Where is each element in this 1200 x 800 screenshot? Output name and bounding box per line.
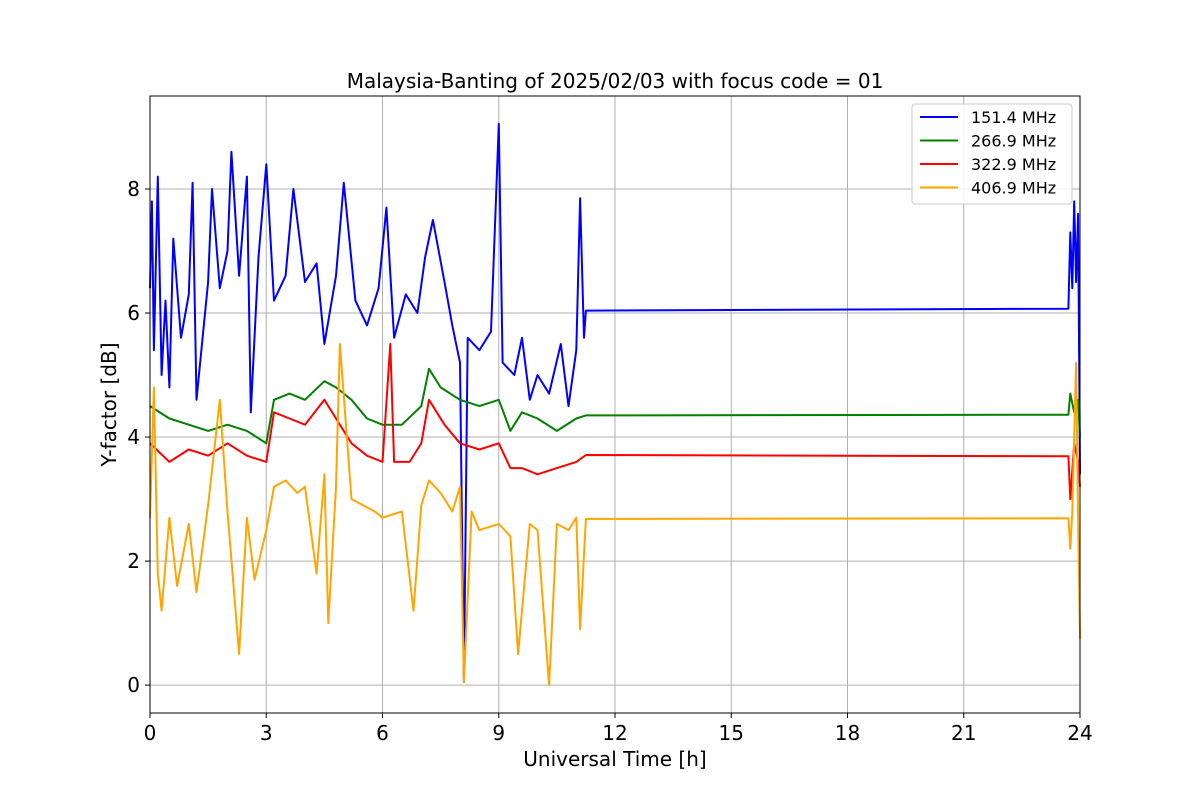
series-layer [149, 122, 1081, 687]
x-tick-label: 0 [144, 721, 157, 745]
y-axis-title: Y-factor [dB] [97, 342, 121, 467]
series-line-322-9-mhz [149, 343, 1081, 501]
legend-box [911, 103, 1073, 205]
series-line-406-9-mhz [149, 343, 1081, 687]
series-line-151-4-mhz [149, 122, 1081, 683]
legend-label: 322.9 MHz [971, 155, 1056, 174]
y-tick-label: 0 [127, 673, 140, 697]
series-line-266-9-mhz [149, 367, 1081, 445]
legend: 151.4 MHz 266.9 MHz 322.9 MHz 406.9 MHz [911, 103, 1073, 205]
x-axis-title: Universal Time [h] [523, 747, 706, 771]
legend-label: 406.9 MHz [971, 179, 1056, 198]
x-tick-label: 9 [492, 721, 505, 745]
legend-label: 151.4 MHz [971, 108, 1056, 127]
chart-title: Malaysia-Banting of 2025/02/03 with focu… [347, 69, 884, 93]
y-tick-label: 8 [127, 177, 140, 201]
x-tick-label: 6 [376, 721, 389, 745]
x-tick-label: 3 [260, 721, 273, 745]
x-tick-label: 21 [951, 721, 976, 745]
y-tick-label: 6 [127, 301, 140, 325]
y-tick-label: 4 [127, 425, 140, 449]
x-tick-label: 12 [602, 721, 627, 745]
x-tick-label: 18 [835, 721, 860, 745]
y-tick-label: 2 [127, 549, 140, 573]
x-tick-label: 15 [719, 721, 744, 745]
x-tick-label: 24 [1067, 721, 1092, 745]
legend-label: 266.9 MHz [971, 132, 1056, 151]
